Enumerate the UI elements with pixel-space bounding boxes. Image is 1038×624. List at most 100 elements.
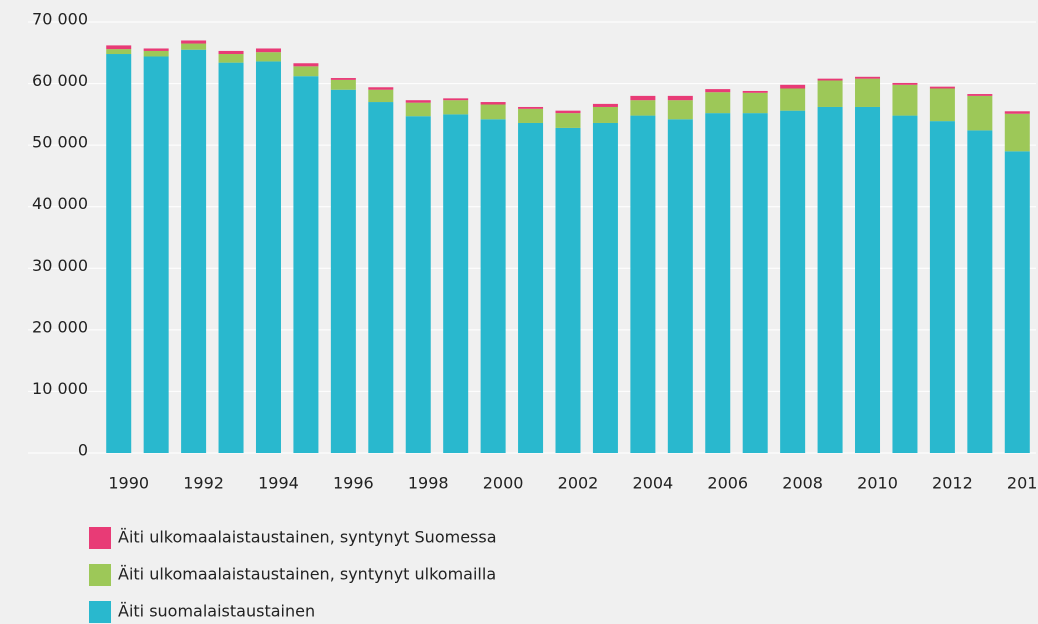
bar-segment xyxy=(480,119,506,453)
bar-segment xyxy=(255,52,281,62)
bar-segment xyxy=(143,48,169,51)
bar-segment xyxy=(443,100,469,115)
bar-segment xyxy=(967,130,993,453)
bar-segment xyxy=(555,110,581,114)
y-tick-label: 30 000 xyxy=(32,256,88,275)
bar-segment xyxy=(892,84,918,116)
bar-segment xyxy=(106,54,132,453)
bar-segment xyxy=(892,115,918,454)
bar-segment xyxy=(855,78,881,107)
bar-segment xyxy=(218,62,244,453)
x-tick-label: 1992 xyxy=(183,474,224,493)
bar-segment xyxy=(1004,151,1030,454)
bar-segment xyxy=(705,113,731,453)
bar-segment xyxy=(443,98,469,101)
bar-segment xyxy=(106,49,132,55)
x-tick-label: 2002 xyxy=(558,474,599,493)
bar-segment xyxy=(855,76,881,79)
bar-segment xyxy=(742,113,768,453)
y-tick-label: 0 xyxy=(78,441,88,460)
bar-segment xyxy=(106,45,132,50)
bar-segment xyxy=(929,86,955,89)
bar-segment xyxy=(218,54,244,63)
x-tick-label: 2012 xyxy=(932,474,973,493)
y-tick-label: 20 000 xyxy=(32,317,88,336)
bar-segment xyxy=(967,94,993,96)
x-tick-label: 1990 xyxy=(108,474,149,493)
bar-segment xyxy=(480,102,506,105)
legend-swatch xyxy=(89,527,111,549)
bar-segment xyxy=(293,76,319,453)
bar-segment xyxy=(967,95,993,131)
bar-segment xyxy=(330,89,356,453)
bar-segment xyxy=(293,66,319,77)
bar-segment xyxy=(255,48,281,53)
bar-segment xyxy=(555,113,581,128)
legend-swatch xyxy=(89,564,111,586)
x-tick-label: 1998 xyxy=(408,474,449,493)
y-tick-label: 50 000 xyxy=(32,133,88,152)
legend-label: Äiti ulkomaalaistaustainen, syntynyt Suo… xyxy=(118,528,497,547)
bar-segment xyxy=(555,127,581,453)
bar-segment xyxy=(293,63,319,67)
bar-segment xyxy=(368,87,394,90)
bar-segment xyxy=(181,43,207,50)
bar-segment xyxy=(705,89,731,93)
bar-segment xyxy=(518,108,544,123)
x-tick-label: 1994 xyxy=(258,474,299,493)
bar-segment xyxy=(780,84,806,89)
bar-segment xyxy=(405,100,431,103)
bar-segment xyxy=(817,78,843,81)
legend-swatch xyxy=(89,601,111,623)
bar-segment xyxy=(742,92,768,114)
bar-segment xyxy=(630,115,656,454)
bar-segment xyxy=(780,110,806,454)
x-tick-label: 2010 xyxy=(857,474,898,493)
bar-segment xyxy=(667,100,693,120)
bar-segment xyxy=(592,122,618,453)
bar-segment xyxy=(929,121,955,453)
x-tick-label: 2006 xyxy=(707,474,748,493)
bar-segment xyxy=(405,102,431,117)
bar-segment xyxy=(742,90,768,93)
bar-segment xyxy=(630,95,656,101)
x-tick-label: 2000 xyxy=(483,474,524,493)
bar-segment xyxy=(143,56,169,453)
y-tick-label: 40 000 xyxy=(32,194,88,213)
bar-segment xyxy=(667,95,693,101)
x-tick-label: 1996 xyxy=(333,474,374,493)
bar-segment xyxy=(929,88,955,122)
bar-segment xyxy=(218,50,244,55)
bar-segment xyxy=(255,61,281,454)
bar-segment xyxy=(592,106,618,123)
bar-segment xyxy=(368,102,394,454)
bar-segment xyxy=(181,40,207,44)
bar-segment xyxy=(330,79,356,90)
bar-segment xyxy=(705,92,731,114)
x-tick-label: 2008 xyxy=(782,474,823,493)
bar-segment xyxy=(892,82,918,85)
bar-segment xyxy=(817,80,843,107)
bar-segment xyxy=(368,89,394,103)
bar-segment xyxy=(181,49,207,453)
bar-segment xyxy=(330,78,356,80)
y-tick-label: 60 000 xyxy=(32,71,88,90)
bar-segment xyxy=(855,106,881,454)
y-tick-label: 10 000 xyxy=(32,379,88,398)
bar-segment xyxy=(630,100,656,116)
bar-segment xyxy=(143,50,169,57)
bar-segment xyxy=(780,88,806,111)
bar-segment xyxy=(817,106,843,454)
y-tick-label: 70 000 xyxy=(32,10,88,29)
bar-segment xyxy=(443,114,469,453)
bar-segment xyxy=(592,103,618,107)
legend-label: Äiti suomalaistaustainen xyxy=(118,602,315,621)
x-tick-label: 2014 xyxy=(1007,474,1038,493)
bar-segment xyxy=(667,119,693,453)
legend-label: Äiti ulkomaalaistaustainen, syntynyt ulk… xyxy=(118,565,496,584)
bar-segment xyxy=(1004,111,1030,114)
bar-segment xyxy=(518,106,544,109)
bar-segment xyxy=(1004,113,1030,152)
bar-segment xyxy=(480,104,506,120)
